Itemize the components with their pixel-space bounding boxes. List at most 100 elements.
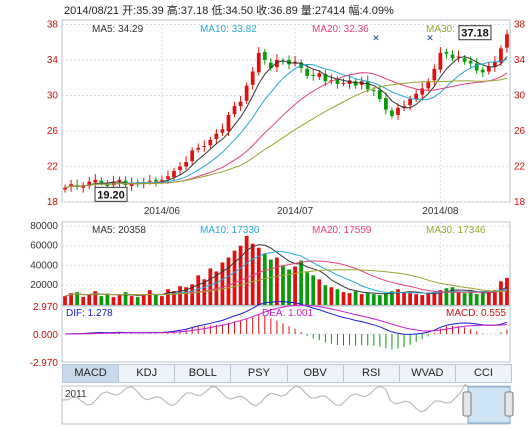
candle-body (480, 69, 485, 73)
change-value: 4.09% (362, 5, 394, 17)
price-frame (61, 19, 511, 203)
candle-body (426, 81, 431, 89)
volume-bar (111, 297, 116, 305)
price-ma10-line (64, 58, 508, 189)
volume-bar (323, 285, 328, 305)
volume-bar (226, 257, 231, 305)
tab-cci[interactable]: CCI (473, 367, 493, 379)
macd-y-tick: 2.970 (33, 302, 58, 313)
tab-boll[interactable]: BOLL (175, 365, 232, 382)
macd-panel[interactable]: 2.970 0.000 -2.970 DIF: 1.278 DEA: 1.001 MACD… (30, 301, 511, 369)
candle-body (305, 68, 310, 76)
quote-date: 2014/08/21 (64, 5, 120, 17)
price-legend-item: MA10: 33.82 (200, 24, 257, 35)
volume-y-tick: 80000 (30, 221, 58, 232)
volume-bar (172, 291, 176, 305)
tab-wvad[interactable]: WVAD (400, 365, 456, 382)
volume-bar (75, 292, 80, 305)
event-marker-icon: ✕ (426, 33, 434, 43)
volume-bar (396, 289, 400, 305)
volume-bar (450, 287, 455, 305)
tab-macd[interactable]: MACD (63, 365, 120, 382)
volume-bar (359, 294, 364, 305)
candle-body (232, 106, 237, 115)
volume-bar (63, 296, 67, 305)
candle-body (281, 60, 285, 62)
price-panel[interactable]: 38 38 34 34 30 30 26 26 22 22 18 18 2014/06 2014/07 20… (47, 19, 526, 217)
tab-rsi[interactable]: RSI (344, 365, 400, 382)
volume-bar (456, 292, 461, 305)
overview-panel[interactable]: 2011 (61, 383, 514, 425)
volume-legend-item: MA20: 17559 (312, 225, 372, 236)
volume-bar (480, 293, 485, 305)
date-tick-label: 2014/07 (277, 206, 314, 217)
volume-bar (275, 257, 279, 305)
candle-body (250, 71, 255, 85)
overview-history-line (61, 383, 511, 413)
volume-bar (444, 288, 449, 305)
volume-bar (293, 266, 297, 305)
volume-bar (384, 293, 388, 305)
macd-y-tick: -2.970 (30, 358, 59, 369)
volume-bar (390, 291, 394, 305)
candle-body (287, 59, 291, 65)
candle-body (238, 101, 243, 107)
volume-bar (268, 259, 273, 305)
overview-right-handle-icon[interactable] (504, 391, 514, 417)
candle-body (214, 133, 219, 139)
volume-bar (184, 287, 188, 305)
low-callout-box (94, 186, 128, 202)
candle-body (384, 98, 388, 110)
volume-bar (69, 293, 73, 305)
macd-y-tick: 0.000 (33, 330, 58, 341)
candle-body (505, 34, 509, 48)
volume-bar (87, 294, 92, 305)
candle-body (190, 150, 195, 162)
volume-bar (238, 245, 243, 305)
candle-body (468, 60, 473, 64)
candle-body (474, 63, 479, 71)
volume-bar (93, 291, 98, 305)
candle-body (371, 90, 376, 92)
volume-label: 量: (300, 5, 315, 17)
change-label: 幅: (348, 5, 363, 17)
tab-obv[interactable]: OBV (288, 365, 344, 382)
price-y-tick-left: 22 (47, 161, 59, 172)
volume-bar (208, 268, 213, 305)
price-y-tick-right: 38 (514, 19, 526, 30)
volume-bar (281, 265, 285, 305)
volume-bar (135, 297, 140, 305)
price-y-tick-right: 30 (514, 90, 526, 101)
volume-y-tick: 20000 (30, 280, 58, 291)
volume-bar (153, 294, 158, 305)
volume-bar (105, 294, 110, 305)
volume-panel[interactable]: 80000 60000 40000 20000 MA5: 20358 MA10: 1733… (30, 221, 511, 306)
event-marker-icon: ✕ (372, 33, 380, 43)
high-callout-value: 37.18 (461, 28, 489, 40)
low-callout-value: 19.20 (97, 189, 125, 201)
volume-bar (377, 295, 382, 305)
candle-body (93, 179, 98, 183)
candle-body (184, 162, 188, 167)
tab-kdj[interactable]: KDJ (119, 365, 176, 382)
macd-legend-item: DIF: 1.278 (66, 308, 113, 319)
candle-body (499, 48, 503, 63)
candle-body (99, 180, 104, 183)
candle-body (220, 129, 225, 133)
candle-body (268, 62, 273, 68)
price-y-tick-left: 30 (47, 90, 59, 101)
candle-body (256, 52, 261, 73)
candle-body (444, 51, 449, 54)
candle-body (341, 83, 346, 85)
overview-left-handle-icon[interactable] (462, 391, 472, 417)
candle-body (335, 79, 340, 84)
macd-legend-item: DEA: 1.001 (262, 308, 314, 319)
volume-bar (117, 295, 122, 305)
volume-bar (299, 260, 304, 305)
candle-body (365, 81, 370, 90)
tab-psy[interactable]: PSY (231, 365, 288, 382)
candle-body (311, 75, 316, 77)
volume-bar (311, 275, 316, 305)
volume-bar (438, 290, 443, 305)
